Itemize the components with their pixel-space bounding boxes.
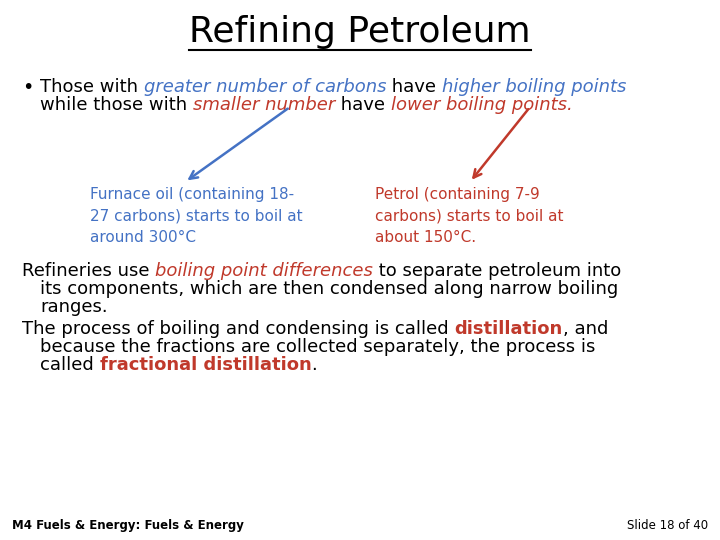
Text: .: . — [311, 356, 317, 374]
Text: Refineries use: Refineries use — [22, 262, 156, 280]
Text: Slide 18 of 40: Slide 18 of 40 — [627, 519, 708, 532]
Text: , and: , and — [562, 320, 608, 338]
Text: because the fractions are collected separately, the process is: because the fractions are collected sepa… — [40, 338, 595, 356]
Text: greater number of carbons: greater number of carbons — [144, 78, 386, 96]
Text: fractional distillation: fractional distillation — [99, 356, 311, 374]
Text: smaller number: smaller number — [193, 96, 335, 114]
Text: have: have — [386, 78, 442, 96]
Text: ranges.: ranges. — [40, 298, 107, 316]
Text: distillation: distillation — [454, 320, 562, 338]
Text: have: have — [335, 96, 391, 114]
Text: to separate petroleum into: to separate petroleum into — [373, 262, 621, 280]
Text: •: • — [22, 78, 33, 97]
Text: M4 Fuels & Energy: Fuels & Energy: M4 Fuels & Energy: Fuels & Energy — [12, 519, 244, 532]
Text: The process of boiling and condensing is called: The process of boiling and condensing is… — [22, 320, 454, 338]
Text: Those with: Those with — [40, 78, 144, 96]
Text: boiling point differences: boiling point differences — [156, 262, 373, 280]
Text: lower boiling points.: lower boiling points. — [391, 96, 572, 114]
Text: Refining Petroleum: Refining Petroleum — [189, 15, 531, 49]
Text: higher boiling points: higher boiling points — [442, 78, 626, 96]
Text: Petrol (containing 7-9
carbons) starts to boil at
about 150°C.: Petrol (containing 7-9 carbons) starts t… — [375, 187, 564, 245]
Text: its components, which are then condensed along narrow boiling: its components, which are then condensed… — [40, 280, 618, 298]
Text: while those with: while those with — [40, 96, 193, 114]
Text: called: called — [40, 356, 99, 374]
Text: Furnace oil (containing 18-
27 carbons) starts to boil at
around 300°C: Furnace oil (containing 18- 27 carbons) … — [90, 187, 302, 245]
